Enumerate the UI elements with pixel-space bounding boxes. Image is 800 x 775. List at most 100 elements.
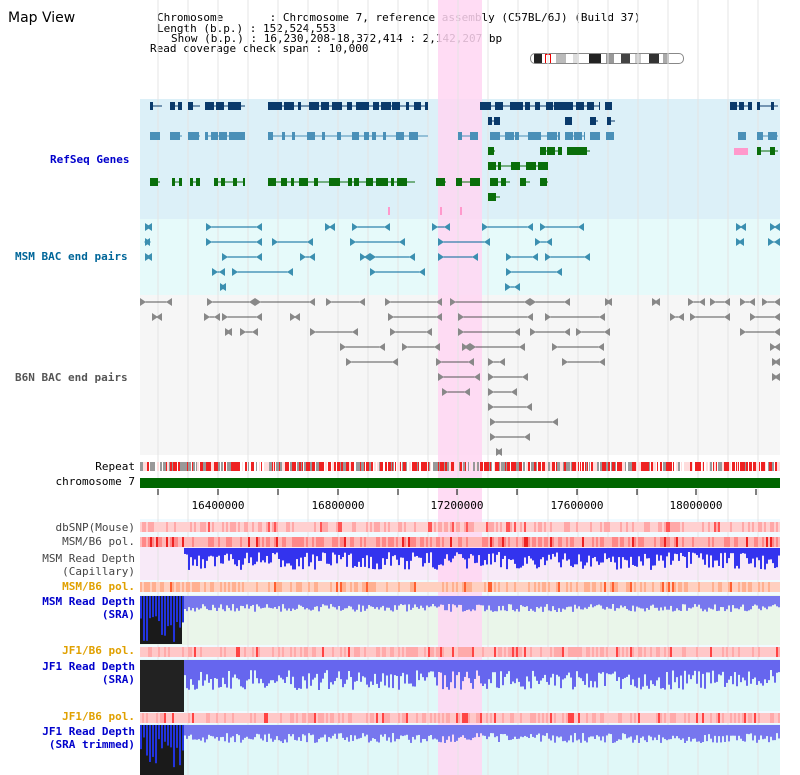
msm-sra-depth-bar bbox=[164, 596, 166, 636]
jf1-trim-depth-bar bbox=[584, 725, 586, 741]
msm-sra-depth-bar bbox=[310, 596, 312, 611]
repeat-mark bbox=[545, 462, 548, 471]
msm-bac-pair-end bbox=[472, 253, 478, 261]
jf1-b6-pol-density bbox=[708, 713, 710, 723]
jf1-trim-depth-bar bbox=[228, 725, 230, 743]
msm-b6-pol-density bbox=[202, 582, 204, 592]
jf1-trim-depth-bar bbox=[760, 725, 762, 736]
jf1-trim-depth-bar bbox=[179, 725, 181, 766]
jf1-b6-pol-density bbox=[462, 647, 464, 657]
jf1-sra-depth-bar bbox=[752, 660, 754, 680]
jf1-b6-pol-label-1: JF1/B6 pol. bbox=[62, 644, 135, 657]
dbsnp-density bbox=[142, 522, 144, 532]
refseq-label[interactable]: RefSeq Genes bbox=[50, 153, 130, 166]
b6n-bac-pair-end bbox=[346, 358, 352, 366]
jf1-b6-pol-density bbox=[540, 647, 542, 657]
jf1-b6-pol-density bbox=[726, 713, 728, 723]
jf1-trim-depth-bar bbox=[548, 725, 550, 739]
jf1-sra-depth-bar bbox=[206, 660, 208, 675]
msm-b6-pol-density bbox=[592, 582, 594, 592]
jf1-trim-depth-bar bbox=[366, 725, 368, 735]
b6n-bac-pair-end bbox=[552, 418, 558, 426]
dbsnp-density bbox=[158, 522, 160, 532]
msm-b6-pol-density bbox=[480, 537, 482, 547]
jf1-b6-pol-density bbox=[376, 647, 378, 657]
repeat-mark bbox=[173, 462, 176, 471]
jf1-b6-pol-density bbox=[420, 647, 422, 657]
jf1-sra-depth-bar bbox=[706, 660, 708, 673]
msm-b6-pol-density bbox=[620, 582, 622, 592]
jf1-sra-depth-bar bbox=[470, 660, 472, 684]
jf1-b6-pol-density bbox=[402, 713, 404, 723]
msm-cap-depth-bar bbox=[316, 548, 318, 557]
repeat-mark bbox=[279, 462, 280, 471]
msm-sra-depth-bar bbox=[328, 596, 330, 609]
msm-bac-pair-end bbox=[272, 238, 278, 246]
msm-sra-depth-bar bbox=[143, 596, 145, 641]
msm-bac-label[interactable]: MSM BAC end pairs bbox=[15, 250, 128, 263]
jf1-sra-depth-bar bbox=[772, 660, 774, 677]
msm-b6-pol-density bbox=[216, 582, 218, 592]
jf1-b6-pol-density bbox=[718, 647, 720, 657]
jf1-b6-pol-density bbox=[450, 713, 452, 723]
msm-cap-depth-bar bbox=[438, 548, 440, 565]
jf1-b6-pol-density bbox=[454, 713, 456, 723]
jf1-b6-pol-density bbox=[646, 713, 648, 723]
jf1-b6-pol-density bbox=[242, 713, 244, 723]
msm-b6-pol-density bbox=[378, 537, 380, 547]
jf1-b6-pol-density bbox=[460, 647, 462, 657]
jf1-sra-depth-bar bbox=[750, 660, 752, 684]
msm-b6-pol-density bbox=[320, 537, 322, 547]
msm-cap-depth-bar bbox=[234, 548, 236, 565]
msm-b6-pol-density bbox=[196, 582, 198, 592]
highlight-region[interactable] bbox=[438, 0, 482, 775]
b6n-bac-label[interactable]: B6N BAC end pairs bbox=[15, 371, 128, 384]
dbsnp-density bbox=[670, 522, 672, 532]
jf1-sra-depth-bar bbox=[408, 660, 410, 684]
jf1-trim-depth-bar bbox=[642, 725, 644, 737]
b6n-bac-pair-end bbox=[436, 298, 442, 306]
repeat-mark bbox=[207, 462, 210, 471]
jf1-trim-depth-bar bbox=[356, 725, 358, 740]
msm-b6-pol-density bbox=[416, 582, 418, 592]
repeat-mark bbox=[421, 462, 424, 471]
msm-sra-depth-bar bbox=[662, 596, 664, 611]
jf1-b6-pol-density bbox=[498, 713, 500, 723]
jf1-trim-depth-bar bbox=[684, 725, 686, 743]
msm-bac-pair-end bbox=[384, 223, 390, 231]
gene-exon bbox=[268, 102, 276, 110]
jf1-b6-pol-density bbox=[496, 647, 498, 657]
jf1-b6-pol-density bbox=[458, 713, 460, 723]
jf1-trim-depth-bar bbox=[390, 725, 392, 743]
jf1-sra-depth-bar bbox=[264, 660, 266, 688]
jf1-b6-pol-density bbox=[464, 647, 466, 657]
msm-sra-depth-bar bbox=[686, 596, 688, 611]
repeat-mark bbox=[439, 462, 440, 471]
jf1-sra-depth-bar bbox=[256, 660, 258, 679]
msm-b6-pol-density bbox=[542, 582, 544, 592]
jf1-b6-pol-density bbox=[458, 647, 460, 657]
jf1-b6-pol-density bbox=[326, 713, 328, 723]
dbsnp-density bbox=[740, 522, 742, 532]
msm-sra-depth-bar bbox=[684, 596, 686, 605]
msm-cap-depth-bar bbox=[214, 548, 216, 567]
jf1-b6-pol-density bbox=[498, 647, 500, 657]
msm-bac-pair-end bbox=[432, 223, 438, 231]
jf1-sra-depth-bar bbox=[652, 660, 654, 685]
msm-cap-depth-bar bbox=[250, 548, 252, 558]
msm-bac-pair-end bbox=[350, 238, 356, 246]
msm-b6-pol-density bbox=[694, 582, 696, 592]
repeat-mark bbox=[647, 462, 650, 471]
jf1-b6-pol-density bbox=[166, 647, 168, 657]
msm-sra-depth-bar bbox=[520, 596, 522, 606]
jf1-sra-depth-label-1: JF1 Read Depth bbox=[42, 660, 135, 673]
msm-b6-pol-density bbox=[230, 582, 232, 592]
jf1-sra-depth-bar bbox=[518, 660, 520, 682]
msm-b6-pol-density bbox=[592, 537, 594, 547]
jf1-trim-depth-bar bbox=[754, 725, 756, 736]
msm-b6-pol-density bbox=[178, 582, 180, 592]
jf1-b6-pol-density bbox=[330, 713, 332, 723]
gene-exon bbox=[409, 132, 415, 140]
msm-sra-depth-bar bbox=[436, 596, 438, 608]
